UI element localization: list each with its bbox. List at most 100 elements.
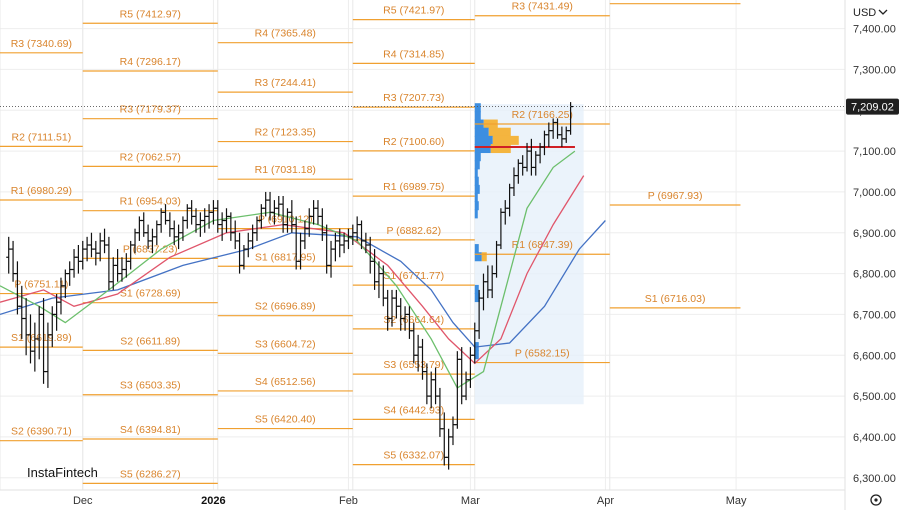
chevron-down-icon[interactable]	[878, 9, 888, 15]
pivot-label-s4: S4 (6512.56)	[255, 376, 316, 388]
pivot-label-s3: S3 (6553.79)	[383, 359, 444, 371]
pivot-label-s5: S5 (6286.27)	[120, 468, 181, 480]
pivot-label-r2: R2 (7166.25)	[512, 109, 573, 121]
instafintech-logo: InstaFintech	[27, 465, 98, 480]
price-axis-tick: 6,500.00	[853, 391, 896, 403]
last-price-tag-background	[846, 98, 899, 115]
pivot-label-s4: S4 (6442.93)	[383, 404, 444, 416]
settings-icon-center	[874, 498, 878, 502]
volume-profile-bar-blue	[474, 111, 481, 121]
price-axis-tick: 6,800.00	[853, 269, 896, 281]
time-axis-label: Mar	[461, 495, 480, 507]
pivot-label-r3: R3 (7179.37)	[120, 104, 181, 116]
pivot-label-p: P (6910.12)	[258, 214, 313, 226]
pivot-label-r3: R3 (7340.69)	[11, 38, 72, 50]
volume-profile-bar-orange	[488, 127, 511, 137]
pivot-label-r3: R3 (7244.41)	[255, 77, 316, 89]
price-axis-tick: 6,700.00	[853, 309, 896, 321]
pivot-label-r1: R1 (6989.75)	[383, 181, 444, 193]
price-axis-tick: 7,300.00	[853, 64, 896, 76]
price-axis-background	[845, 0, 900, 510]
pivot-label-r1: R1 (7031.18)	[255, 164, 316, 176]
pivot-label-p: P (6967.93)	[648, 190, 703, 202]
pivot-levels: R3 (7340.69) R2 (7111.51) R1 (6980.29) P (6…	[0, 0, 741, 484]
price-axis-tick: 7,000.00	[853, 187, 896, 199]
pivot-label-s2: S2 (6664.64)	[383, 314, 444, 326]
volume-profile-bar-orange	[490, 144, 511, 154]
pivot-label-s2: S2 (6390.71)	[11, 426, 72, 438]
price-axis-tick: 6,600.00	[853, 350, 896, 362]
ohlc-bar	[568, 102, 574, 135]
pivot-label-r3: R3 (7207.73)	[383, 92, 444, 104]
pivot-label-p: P (6582.15)	[515, 348, 570, 360]
price-axis-tick: 6,900.00	[853, 228, 896, 240]
pivot-label-s4: S4 (6394.81)	[120, 424, 181, 436]
volume-profile-bar-orange	[492, 135, 519, 145]
pivot-label-r2: R2 (7062.57)	[120, 151, 181, 163]
time-axis-label: Feb	[339, 495, 358, 507]
time-axis-label: 2026	[201, 495, 225, 507]
price-axis-tick: 6,400.00	[853, 432, 896, 444]
volume-profile-bar-blue	[474, 103, 481, 113]
pivot-label-s2: S2 (6611.89)	[120, 335, 180, 347]
pivot-label-r5: R5 (7412.97)	[120, 8, 181, 20]
price-axis-tick: 7,100.00	[853, 146, 896, 158]
pivot-label-s1: S1 (6817.95)	[255, 251, 316, 263]
pivot-label-r4: R4 (7365.48)	[255, 28, 316, 40]
volume-profile-bar-blue	[474, 160, 480, 170]
plot-background	[0, 0, 845, 490]
volume-profile-bar-blue	[474, 152, 481, 162]
volume-profile-bar-blue	[474, 209, 478, 219]
pivot-label-s5: S5 (6420.40)	[255, 414, 316, 426]
price-axis[interactable]: 7,400.007,300.007,200.007,100.007,000.00…	[844, 0, 900, 510]
pivot-label-r2: R2 (7111.51)	[12, 131, 72, 143]
volume-profile-bar-blue	[474, 284, 479, 294]
volume-profile-bar-blue	[474, 201, 479, 211]
volume-profile-bar-blue	[474, 350, 479, 360]
price-axis-tick: 7,400.00	[853, 24, 896, 36]
volume-profile-bar-blue	[474, 135, 493, 145]
pivot-label-s3: S3 (6604.72)	[255, 338, 316, 350]
volume-profile-bar-blue	[474, 252, 482, 262]
pivot-label-r1: R1 (7460.92)	[644, 0, 705, 1]
pivot-label-r1: R1 (6954.03)	[120, 196, 181, 208]
pivot-label-r4: R4 (7314.85)	[383, 48, 444, 60]
pivot-label-r1: R1 (6980.29)	[11, 185, 72, 197]
volume-profile-bar-blue	[474, 176, 479, 186]
pivot-label-r5: R5 (7421.97)	[383, 5, 444, 17]
time-axis-label: Dec	[73, 495, 93, 507]
moving-average-line-1	[0, 220, 606, 348]
volume-profile-bar-blue	[474, 244, 479, 254]
currency-selector[interactable]: USD	[853, 7, 888, 19]
volume-profile-bar-blue	[474, 144, 491, 154]
pivot-label-p: P (6837.23)	[123, 243, 178, 255]
time-axis-label: Apr	[597, 495, 614, 507]
settings-icon[interactable]	[870, 494, 882, 506]
pivot-label-s3: S3 (6503.35)	[120, 380, 181, 392]
currency-label[interactable]: USD	[853, 7, 876, 19]
volume-profile-bar-blue	[474, 184, 480, 194]
pivot-label-s5: S5 (6332.07)	[383, 450, 444, 462]
time-axis-label: May	[726, 495, 747, 507]
pivot-label-p: P (6751.11)	[14, 279, 68, 291]
volume-profile-bar-blue	[474, 293, 480, 303]
volume-profile-bar-blue	[474, 193, 478, 203]
pivot-label-r2: R2 (7100.60)	[383, 136, 444, 148]
pivot-label-r2: R2 (7123.35)	[255, 127, 316, 139]
last-price-value: 7,209.02	[851, 102, 894, 114]
pivot-label-r4: R4 (7296.17)	[120, 56, 181, 68]
volume-profile-bar-blue	[474, 168, 478, 178]
pivot-label-s1: S1 (6716.03)	[645, 293, 706, 305]
ohlc-bars	[6, 102, 574, 470]
settings-button[interactable]	[870, 494, 882, 506]
volume-profile-bar-blue	[474, 127, 489, 137]
pivot-label-s1: S1 (6728.69)	[120, 288, 181, 300]
last-price-tag: 7,209.02	[846, 98, 899, 115]
volume-profile-bar-orange	[481, 252, 487, 262]
time-axis[interactable]: Dec 2026 Feb Mar Apr May	[0, 489, 845, 507]
pivot-label-r3: R3 (7431.49)	[512, 1, 573, 13]
price-axis-tick: 6,300.00	[853, 473, 896, 485]
pivot-label-p: P (6882.62)	[386, 225, 441, 237]
